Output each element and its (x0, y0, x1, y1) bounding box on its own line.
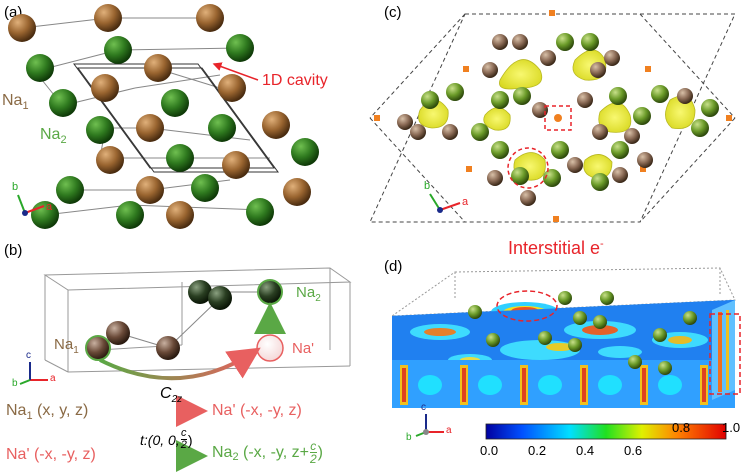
panel-b-naprime-atom (256, 334, 284, 362)
panel-c-cell-diagonals (369, 13, 736, 223)
panel-d-side-face (712, 300, 735, 400)
panel-d-axis-b: b (406, 432, 412, 443)
panel-b-na1-atom (85, 335, 111, 361)
colorbar-tick: 0.2 (528, 443, 547, 458)
panel-b-na2-atom (257, 279, 283, 305)
panel-c-label: (c) (384, 4, 402, 21)
panel-d-atoms (468, 291, 697, 375)
panel-b-na1-label: Na1 (54, 336, 79, 356)
colorbar-tick: 1.0 (722, 420, 741, 435)
panel-c-electron-circle (507, 147, 549, 189)
panel-d-front-face (392, 360, 735, 408)
panel-a-cavity-label: 1D cavity (262, 72, 328, 89)
panel-b-atom (208, 286, 232, 310)
panel-b-axis-c: c (26, 350, 31, 361)
panel-b-na2-label: Na2 (296, 284, 321, 304)
panel-b-naprime-label: Na' (292, 340, 315, 357)
panel-b-atom (106, 321, 130, 345)
panel-a-axes-icon (17, 194, 45, 216)
panel-c-axis-b: b (424, 180, 431, 192)
eq2-operator: t:(0, 0, c 2 ) (140, 427, 193, 451)
eq1-right: Na' (-x, -y, z) (212, 402, 302, 419)
panel-a-na2-label: Na2 (40, 126, 67, 147)
panel-a-na1-label: Na1 (2, 92, 29, 113)
panel-c-corner-markers (374, 10, 732, 222)
panel-b-atom (156, 336, 180, 360)
panel-a-axis-a: a (46, 201, 53, 213)
panel-c-atoms (397, 33, 719, 206)
panel-a-atoms (8, 4, 319, 229)
panel-d-electron-highlight (496, 290, 558, 322)
panel-c-cavity-box (544, 105, 572, 131)
eq1-operator: C2z (160, 385, 183, 406)
panel-d-cavity-highlight (709, 313, 741, 395)
eq2-right: Na 2 (-x, -y, z+ c 2 ) (212, 439, 323, 466)
panel-b-axis-a: a (50, 373, 56, 384)
panel-b-axes-icon (19, 362, 48, 385)
colorbar-tick: 0.8 (672, 420, 691, 435)
colorbar-tick: 0.4 (576, 443, 595, 458)
panel-b-label: (b) (4, 242, 23, 259)
panel-b-axis-b: b (12, 378, 18, 389)
panel-d-axes-icon (415, 414, 444, 437)
colorbar-tick: 0.0 (480, 443, 499, 458)
panel-a-axis-b: b (12, 181, 19, 193)
panel-b-atom (188, 280, 212, 304)
eq2-left: Na' (-x, -y, z) (6, 446, 96, 463)
cavity-arrow (212, 62, 259, 81)
panel-c-axes-icon (429, 193, 461, 213)
panel-d-axis-c: c (421, 402, 426, 413)
panel-d-title: Interstitial e- (508, 238, 604, 258)
panel-c-electron-blobs (418, 49, 696, 181)
colorbar (485, 423, 727, 440)
panel-c-axis-a: a (462, 196, 469, 208)
panel-c-cavity-marker (554, 114, 562, 122)
eq1-left: Na1 (x, y, z) (6, 402, 89, 423)
panel-d-axis-a: a (446, 425, 452, 436)
panel-d-label: (d) (384, 258, 403, 275)
colorbar-tick: 0.6 (624, 443, 643, 458)
panel-b-c2z-arrow (99, 347, 261, 381)
